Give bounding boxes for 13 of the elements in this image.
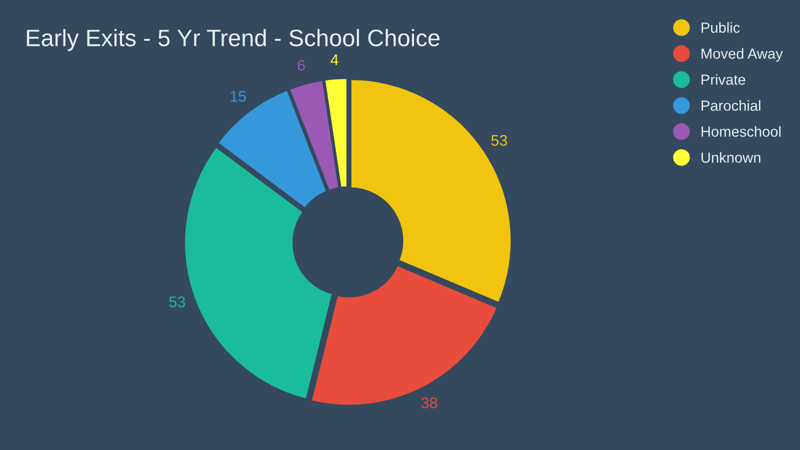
data-label: 53 — [491, 135, 508, 146]
legend-label: Moved Away — [702, 48, 783, 62]
legend-label: Homeschool — [702, 126, 781, 137]
chart-title: Early Exits - 5 Yr Trend - School Choice — [26, 28, 440, 52]
legend-label: Private — [702, 74, 746, 85]
data-label: 4 — [330, 54, 338, 66]
data-label: 6 — [298, 60, 305, 71]
data-label: 38 — [421, 397, 438, 408]
legend-label: Unknown — [702, 152, 760, 163]
legend-label: Public — [702, 22, 740, 33]
data-label: 53 — [169, 296, 186, 308]
legend-label: Parochial — [702, 100, 760, 111]
data-label: 15 — [230, 91, 246, 102]
